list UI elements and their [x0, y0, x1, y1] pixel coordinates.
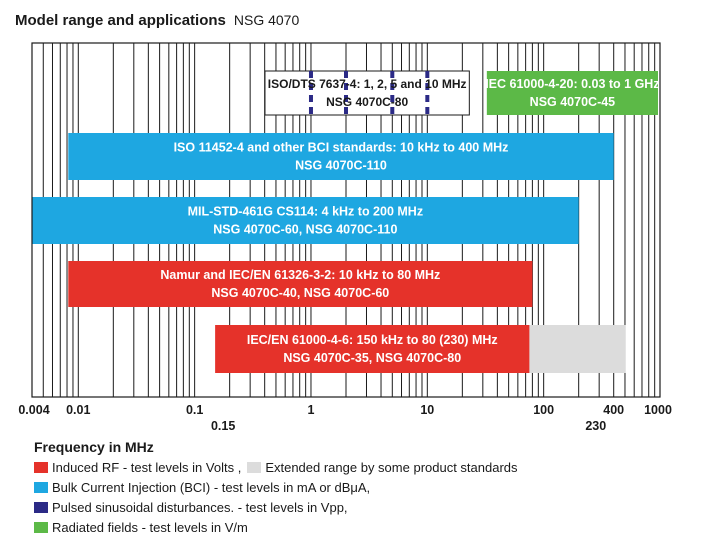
- axis-ticks: 0.004 0.01 0.1 1 10 100 400 1000 0.15 230: [18, 403, 672, 430]
- bars-layer: ISO/DTS 7637-4: 1, 2, 5 and 10 MHz NSG 40…: [32, 70, 660, 373]
- legend-item-radiated: Radiated fields - test levels in V/m: [34, 519, 518, 539]
- range-bar-induced-rf: Namur and IEC/EN 61326-3-2: 10 kHz to 80…: [68, 261, 533, 307]
- x-tick-label: 1000: [644, 403, 672, 417]
- x-tick-label: 400: [603, 403, 624, 417]
- range-bar-bci: ISO 11452-4 and other BCI standards: 10 …: [68, 133, 614, 180]
- bar-label-title: Namur and IEC/EN 61326-3-2: 10 kHz to 80…: [160, 268, 440, 282]
- x-tick-label: 10: [420, 403, 434, 417]
- bar-label-models: NSG 4070C-110: [295, 159, 387, 173]
- bar-rect: [486, 71, 658, 115]
- range-bar-bci: MIL-STD-461G CS114: 4 kHz to 200 MHz NSG …: [32, 197, 579, 244]
- legend-swatch-navy: [34, 502, 48, 513]
- product-name: NSG 4070: [233, 12, 300, 28]
- legend-label: Pulsed sinusoidal disturbances. - test l…: [52, 500, 348, 515]
- legend-item-bci: Bulk Current Injection (BCI) - test leve…: [34, 479, 518, 499]
- plot-frame: [31, 42, 661, 398]
- bar-label-title: IEC/EN 61000-4-6: 150 kHz to 80 (230) MH…: [247, 333, 498, 347]
- bar-label-title: ISO 11452-4 and other BCI standards: 10 …: [174, 141, 509, 155]
- x-axis-label: Frequency in MHz: [34, 439, 154, 455]
- legend-label-extended: Extended range by some product standards: [265, 460, 518, 475]
- bar-label-models: NSG 4070C-80: [326, 95, 408, 109]
- bar-label-title: MIL-STD-461G CS114: 4 kHz to 200 MHz: [188, 205, 423, 219]
- legend-swatch-gray: [247, 462, 262, 473]
- legend-label: Bulk Current Injection (BCI) - test leve…: [52, 480, 371, 495]
- bar-label-models: NSG 4070C-45: [530, 95, 616, 109]
- x-tick-label: 1: [308, 403, 315, 417]
- legend-swatch-blue: [34, 482, 48, 493]
- bar-label-models: NSG 4070C-40, NSG 4070C-60: [211, 286, 389, 300]
- legend-item-pulsed: Pulsed sinusoidal disturbances. - test l…: [34, 499, 518, 519]
- bar-rect: [32, 197, 579, 244]
- bar-rect: [264, 70, 470, 116]
- x-tick-label: 0.01: [66, 403, 90, 417]
- bar-label-models: NSG 4070C-60, NSG 4070C-110: [213, 223, 397, 237]
- x-tick-label-secondary: 230: [585, 419, 606, 430]
- legend-label: Radiated fields - test levels in V/m: [52, 520, 248, 535]
- range-bar-radiated: IEC 61000-4-20: 0.03 to 1 GHz NSG 4070C-4…: [485, 71, 660, 115]
- bar-rect: [68, 261, 533, 307]
- legend-item-induced-rf: Induced RF - test levels in Volts , Exten…: [34, 459, 518, 479]
- bar-rect: [215, 325, 530, 373]
- page-title: Model range and applications NSG 4070: [15, 12, 299, 29]
- range-bar-induced-rf: IEC/EN 61000-4-6: 150 kHz to 80 (230) MH…: [215, 325, 626, 373]
- range-bar-pulsed: ISO/DTS 7637-4: 1, 2, 5 and 10 MHz NSG 40…: [264, 70, 470, 116]
- x-tick-label-secondary: 0.15: [211, 419, 235, 430]
- bar-label-title: IEC 61000-4-20: 0.03 to 1 GHz: [485, 77, 659, 91]
- x-tick-label: 0.004: [18, 403, 49, 417]
- legend: Frequency in MHz Induced RF - test level…: [34, 439, 518, 539]
- legend-swatch-red: [34, 462, 48, 473]
- legend-swatch-green: [34, 522, 48, 533]
- bar-label-models: NSG 4070C-35, NSG 4070C-80: [283, 351, 461, 365]
- extended-range-bar: [529, 325, 626, 373]
- x-tick-label: 100: [533, 403, 554, 417]
- legend-label: Induced RF - test levels in Volts ,: [52, 460, 242, 475]
- bar-rect: [68, 133, 614, 180]
- chart-title: Model range and applications: [15, 12, 226, 29]
- x-tick-label: 0.1: [186, 403, 203, 417]
- frequency-range-chart: ISO/DTS 7637-4: 1, 2, 5 and 10 MHz NSG 40…: [18, 42, 672, 430]
- bar-label-title: ISO/DTS 7637-4: 1, 2, 5 and 10 MHz: [268, 77, 467, 91]
